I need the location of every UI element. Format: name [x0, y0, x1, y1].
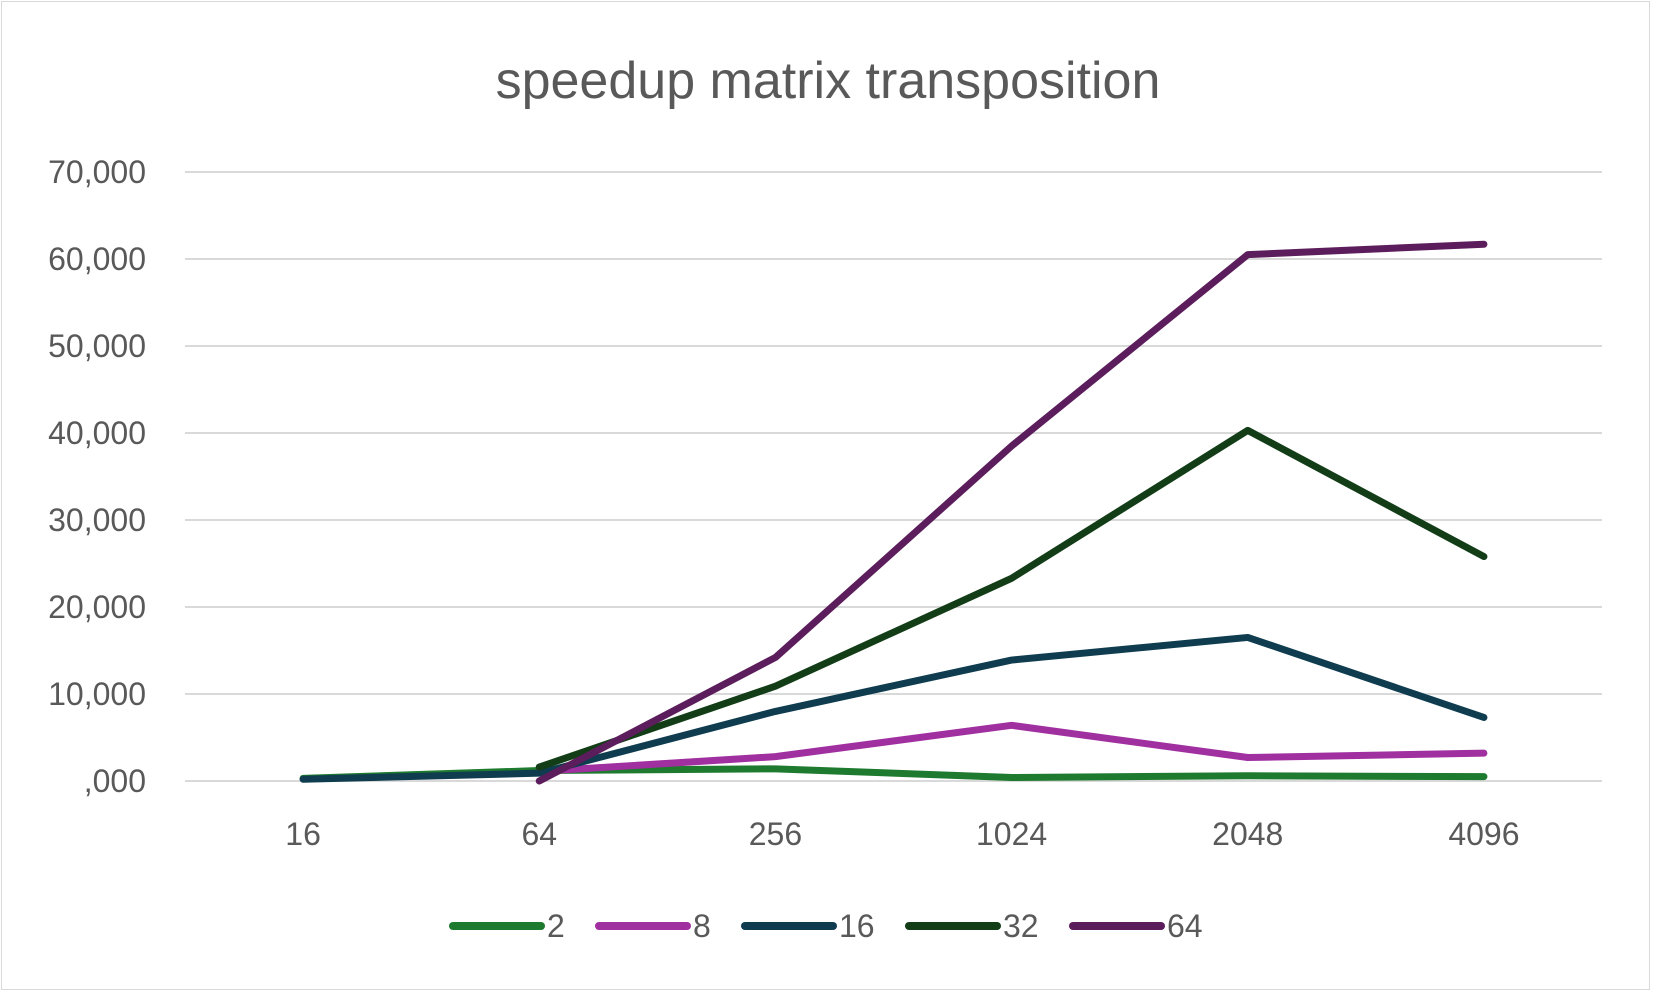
y-tick-label: 30,000 — [48, 502, 146, 538]
series-lines — [299, 240, 1488, 785]
y-tick-label: 20,000 — [48, 589, 146, 625]
x-tick-label: 256 — [749, 816, 802, 852]
legend: 2 8 16 32 64 — [449, 908, 1203, 944]
y-tick-label: 60,000 — [48, 241, 146, 277]
x-tick-label: 16 — [285, 816, 321, 852]
gridlines — [185, 171, 1602, 782]
x-axis-ticks: 16 64 256 1024 2048 4096 — [285, 816, 1519, 852]
y-axis-ticks: ,000 10,000 20,000 30,000 40,000 50,000 60,000… — [48, 154, 146, 799]
x-tick-label: 1024 — [976, 816, 1047, 852]
y-tick-label: 70,000 — [48, 154, 146, 190]
legend-label-8: 8 — [693, 908, 711, 944]
y-tick-label: ,000 — [84, 763, 146, 799]
legend-label-64: 64 — [1167, 908, 1203, 944]
series-line-64 — [535, 240, 1488, 785]
series-line-8 — [535, 721, 1488, 775]
series-line-16 — [299, 633, 1488, 783]
legend-label-16: 16 — [839, 908, 875, 944]
x-tick-label: 64 — [521, 816, 557, 852]
chart-title: speedup matrix transposition — [496, 52, 1161, 110]
legend-label-2: 2 — [547, 908, 565, 944]
x-tick-label: 2048 — [1212, 816, 1283, 852]
legend-label-32: 32 — [1003, 908, 1039, 944]
y-tick-label: 40,000 — [48, 415, 146, 451]
y-tick-label: 10,000 — [48, 676, 146, 712]
x-tick-label: 4096 — [1448, 816, 1519, 852]
series-line-32 — [535, 426, 1488, 771]
y-tick-label: 50,000 — [48, 328, 146, 364]
